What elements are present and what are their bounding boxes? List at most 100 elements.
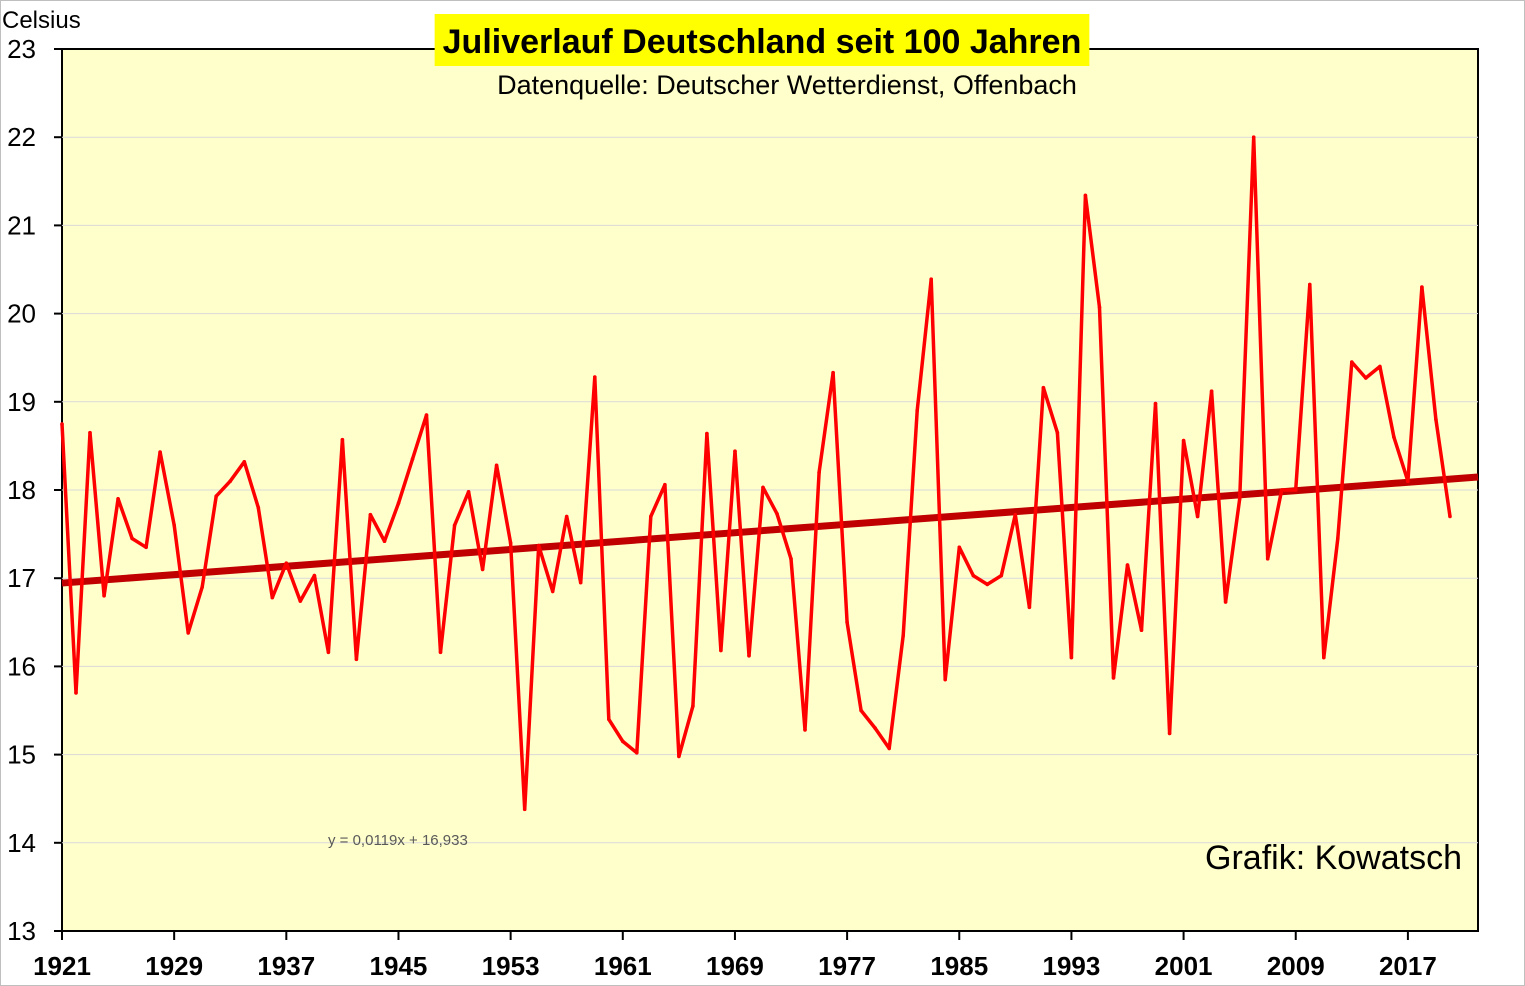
- data-point-1956: [550, 589, 555, 594]
- data-point-1992: [1055, 430, 1060, 435]
- data-point-2019: [1434, 417, 1438, 422]
- y-tick-label: 14: [7, 828, 36, 858]
- data-point-1974: [803, 728, 807, 732]
- y-tick-label: 21: [7, 210, 36, 240]
- data-point-1963: [649, 514, 653, 519]
- data-point-1965: [677, 754, 681, 759]
- data-point-1938: [298, 599, 303, 603]
- data-point-1990: [1027, 605, 1032, 610]
- data-point-1976: [831, 370, 835, 375]
- series-line: [60, 135, 1452, 812]
- data-point-1973: [789, 557, 793, 561]
- data-point-1959: [593, 375, 597, 379]
- data-point-1972: [775, 512, 779, 516]
- y-tick-label: 22: [7, 122, 36, 152]
- data-point-1939: [312, 573, 317, 578]
- data-point-1970: [747, 654, 751, 658]
- data-point-2001: [1181, 438, 1186, 443]
- data-point-1947: [424, 413, 429, 417]
- data-point-1988: [999, 573, 1004, 578]
- data-point-1968: [719, 648, 723, 653]
- y-tick-label: 16: [7, 651, 36, 681]
- data-point-2014: [1364, 376, 1368, 380]
- data-point-1997: [1125, 563, 1130, 567]
- data-point-1953: [508, 541, 513, 545]
- data-point-1949: [452, 523, 457, 528]
- data-point-2006: [1251, 135, 1256, 139]
- data-point-1944: [382, 539, 387, 543]
- data-point-2000: [1167, 731, 1172, 736]
- y-tick-label: 18: [7, 475, 36, 505]
- data-point-1991: [1041, 385, 1046, 390]
- chart-title: Juliverlauf Deutschland seit 100 Jahren: [443, 23, 1082, 61]
- y-axis-label: Celsius: [2, 7, 81, 34]
- data-point-1945: [396, 501, 401, 506]
- data-point-1932: [214, 494, 218, 499]
- y-axis-ticks: 13 14 15 16 17 18 19 20 21 22 23: [7, 34, 62, 946]
- data-point-1977: [845, 620, 849, 625]
- title-background: [434, 14, 1090, 66]
- chart-subtitle: Datenquelle: Deutscher Wetterdienst, Off…: [497, 70, 1077, 100]
- data-point-1941: [340, 437, 345, 442]
- data-point-1951: [480, 567, 485, 572]
- data-point-1967: [705, 431, 709, 436]
- data-point-1984: [943, 677, 947, 682]
- x-tick-label: 1945: [370, 951, 428, 981]
- data-point-2018: [1420, 285, 1424, 289]
- data-point-1962: [635, 751, 639, 755]
- data-point-2017: [1406, 479, 1410, 484]
- x-tick-label: 1953: [482, 951, 540, 981]
- data-point-1964: [663, 482, 667, 487]
- data-point-1986: [971, 573, 976, 578]
- data-point-2011: [1322, 655, 1326, 660]
- data-point-1926: [130, 536, 134, 541]
- data-point-2004: [1223, 600, 1228, 604]
- y-tick-label: 15: [7, 740, 36, 770]
- data-point-1993: [1069, 655, 1074, 660]
- data-point-1980: [887, 746, 891, 751]
- x-tick-label: 1937: [257, 951, 315, 981]
- data-point-1942: [354, 657, 359, 662]
- data-point-1929: [172, 523, 176, 528]
- data-points: [60, 135, 1452, 812]
- data-point-1948: [438, 650, 443, 655]
- data-point-2016: [1392, 435, 1396, 439]
- data-point-1934: [242, 460, 247, 464]
- trend-line: [61, 473, 1479, 587]
- y-tick-label: 19: [7, 387, 36, 417]
- data-point-1961: [621, 739, 625, 744]
- data-point-1930: [186, 631, 190, 635]
- data-point-1933: [228, 479, 232, 484]
- data-point-1924: [102, 594, 106, 598]
- y-tick-label: 20: [7, 299, 36, 329]
- data-point-1995: [1097, 305, 1102, 310]
- y-tick-label: 17: [7, 563, 36, 593]
- data-point-1960: [607, 717, 611, 722]
- data-point-1955: [536, 543, 541, 548]
- data-point-2012: [1336, 536, 1340, 541]
- data-point-1923: [88, 430, 92, 435]
- x-tick-label: 1993: [1043, 951, 1101, 981]
- data-point-1998: [1139, 628, 1144, 632]
- data-point-1931: [200, 585, 204, 589]
- gridlines: [62, 136, 1478, 844]
- data-point-1981: [901, 633, 905, 638]
- data-point-1985: [957, 545, 962, 550]
- data-point-1950: [466, 490, 471, 494]
- data-point-1928: [158, 450, 162, 454]
- data-point-1966: [691, 704, 695, 708]
- data-point-1958: [578, 580, 583, 585]
- y-tick-label: 13: [7, 916, 36, 946]
- data-point-1971: [761, 485, 765, 490]
- data-point-2020: [1448, 514, 1452, 519]
- data-point-1996: [1111, 676, 1116, 680]
- data-point-1983: [929, 277, 933, 282]
- data-point-2013: [1350, 360, 1354, 364]
- x-tick-label: 1977: [818, 951, 876, 981]
- data-point-1921: [60, 422, 64, 426]
- x-tick-label: 2001: [1155, 951, 1213, 981]
- data-point-1952: [494, 463, 499, 468]
- data-point-1936: [270, 595, 275, 600]
- data-point-1979: [873, 726, 877, 730]
